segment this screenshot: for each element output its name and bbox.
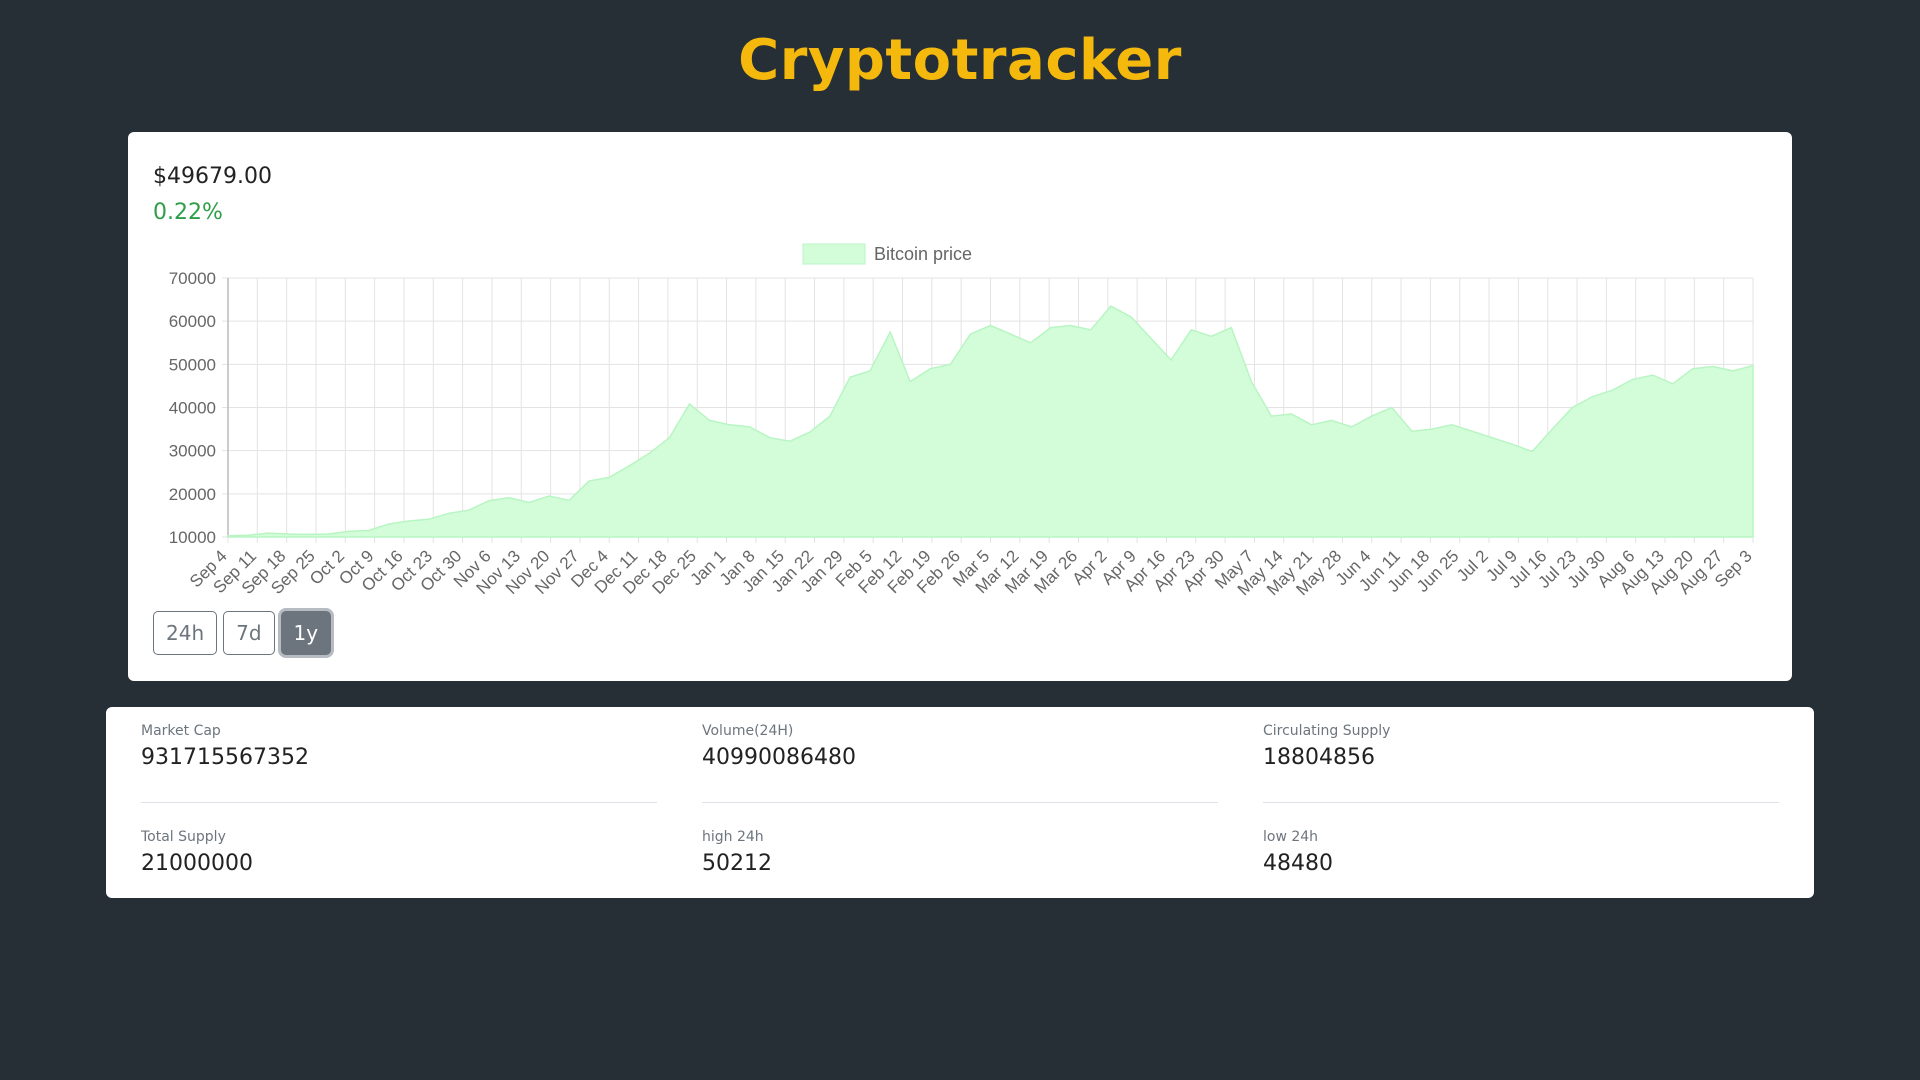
stat-value: 21000000	[141, 851, 253, 876]
range-24h-button[interactable]: 24h	[153, 611, 218, 655]
current-price: $49679.00	[153, 164, 272, 189]
stat-label: Total Supply	[141, 829, 226, 845]
price-change: 0.22%	[153, 200, 223, 225]
stat-circulating-supply: Circulating Supply 18804856	[1263, 723, 1779, 770]
app-title: Cryptotracker	[738, 28, 1182, 93]
stat-label: Circulating Supply	[1263, 723, 1391, 739]
stat-low-24h: low 24h 48480	[1263, 829, 1779, 876]
stat-divider	[1263, 802, 1779, 803]
stat-high-24h: high 24h 50212	[702, 829, 1218, 876]
y-tick-label: 40000	[169, 399, 216, 418]
stat-label: Volume(24H)	[702, 723, 794, 739]
x-tick-label: Jul 2	[1453, 546, 1492, 585]
stat-total-supply: Total Supply 21000000	[141, 829, 657, 876]
y-tick-label: 50000	[169, 355, 216, 374]
y-tick-label: 70000	[169, 269, 216, 288]
stats-card: Market Cap 931715567352 Volume(24H) 4099…	[106, 707, 1814, 898]
stat-volume: Volume(24H) 40990086480	[702, 723, 1218, 770]
stat-value: 50212	[702, 851, 772, 876]
stat-value: 18804856	[1263, 745, 1375, 770]
y-tick-label: 10000	[169, 528, 216, 547]
stat-value: 40990086480	[702, 745, 856, 770]
legend-swatch	[802, 243, 866, 265]
stat-label: low 24h	[1263, 829, 1319, 845]
stat-market-cap: Market Cap 931715567352	[141, 723, 657, 770]
range-7d-button[interactable]: 7d	[223, 611, 275, 655]
stat-divider	[702, 802, 1218, 803]
y-tick-label: 20000	[169, 485, 216, 504]
stat-divider	[141, 802, 657, 803]
y-tick-label: 60000	[169, 312, 216, 331]
range-buttons: 24h 7d 1y	[153, 611, 332, 655]
bitcoin-price-area	[227, 305, 1754, 538]
stat-label: Market Cap	[141, 723, 221, 739]
stat-value: 931715567352	[141, 745, 309, 770]
range-1y-button[interactable]: 1y	[280, 611, 332, 655]
y-tick-label: 30000	[169, 442, 216, 461]
chart-card: $49679.00 0.22% 10000 20000 30000 40000 5000…	[128, 132, 1792, 681]
legend-label: Bitcoin price	[874, 244, 972, 264]
stat-label: high 24h	[702, 829, 764, 845]
stat-value: 48480	[1263, 851, 1333, 876]
